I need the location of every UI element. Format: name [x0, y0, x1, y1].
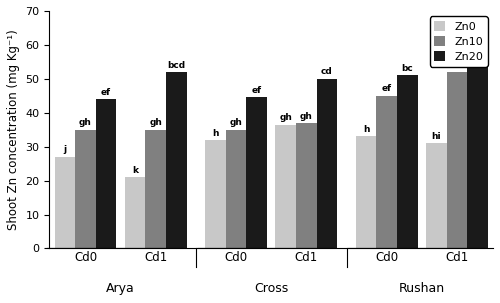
Text: gh: gh: [300, 112, 312, 121]
Text: Rushan: Rushan: [399, 282, 445, 295]
Text: bcd: bcd: [167, 61, 186, 70]
Text: gh: gh: [279, 113, 292, 122]
Bar: [75, 130, 96, 248]
Bar: [468, 45, 488, 248]
Bar: [296, 123, 316, 248]
Text: ef: ef: [252, 86, 262, 95]
Text: Cross: Cross: [254, 282, 288, 295]
Text: hi: hi: [432, 132, 441, 141]
Text: ef: ef: [101, 88, 111, 97]
Text: j: j: [64, 145, 66, 155]
Text: gh: gh: [149, 118, 162, 127]
Text: k: k: [132, 166, 138, 175]
Bar: [226, 130, 246, 248]
Text: gh: gh: [230, 118, 242, 127]
Bar: [376, 96, 397, 248]
Bar: [96, 99, 116, 248]
Text: cd: cd: [321, 68, 333, 76]
Bar: [146, 130, 166, 248]
Bar: [356, 136, 376, 248]
Text: ef: ef: [382, 85, 392, 93]
Bar: [316, 79, 337, 248]
Y-axis label: Shoot Zn concentration (mg Kg⁻¹): Shoot Zn concentration (mg Kg⁻¹): [7, 29, 20, 230]
Bar: [205, 140, 226, 248]
Bar: [246, 98, 267, 248]
Text: bc: bc: [451, 61, 463, 70]
Bar: [397, 75, 417, 248]
Bar: [276, 125, 296, 248]
Text: gh: gh: [79, 118, 92, 127]
Text: bc: bc: [402, 64, 413, 73]
Bar: [166, 72, 186, 248]
Text: h: h: [212, 128, 218, 138]
Bar: [446, 72, 468, 248]
Text: Arya: Arya: [106, 282, 135, 295]
Bar: [54, 157, 75, 248]
Bar: [124, 177, 146, 248]
Bar: [426, 143, 446, 248]
Text: h: h: [363, 125, 370, 134]
Legend: Zn0, Zn10, Zn20: Zn0, Zn10, Zn20: [430, 16, 488, 67]
Text: a: a: [474, 34, 480, 42]
